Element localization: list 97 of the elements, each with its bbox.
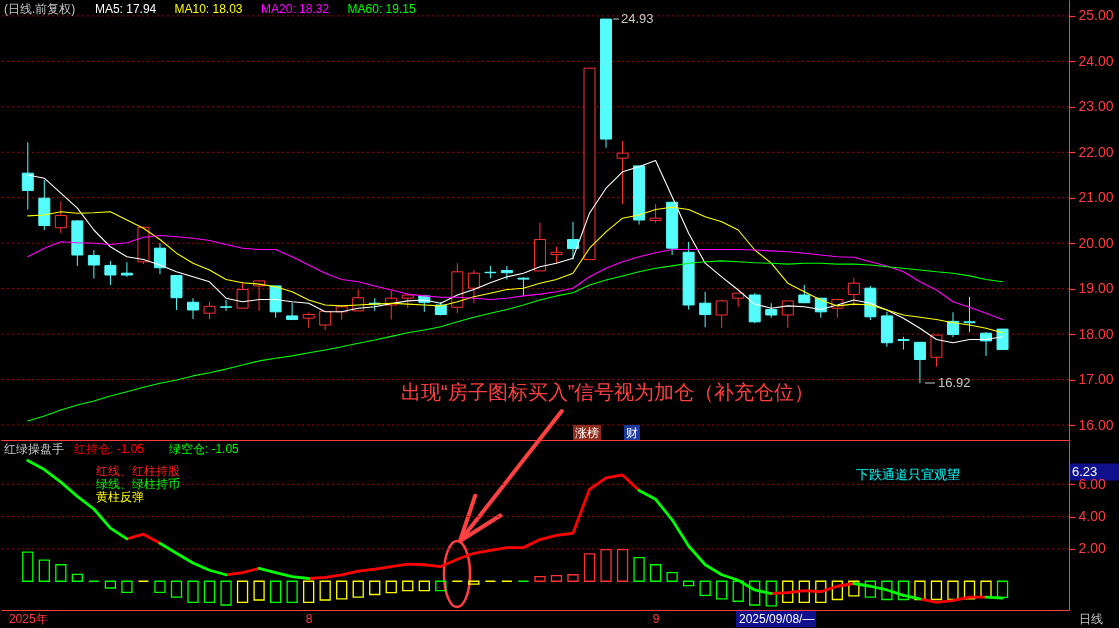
annotation: 涨榜 [575, 426, 599, 440]
line-series [27, 260, 1004, 422]
line-series [27, 234, 1004, 321]
candlestick [649, 203, 662, 224]
y-tick-label: 17.00 [1078, 371, 1114, 388]
bar [468, 580, 480, 585]
candlestick [566, 221, 579, 261]
y-tick-label: 16.00 [1078, 416, 1114, 433]
annotation: 16.92 [938, 375, 971, 390]
y-tick-label: 19.00 [1078, 280, 1114, 297]
annotation: 24.93 [621, 11, 654, 26]
y-tick-label: 23.00 [1078, 98, 1114, 115]
x-tick-label: 8 [305, 611, 313, 626]
bar [71, 573, 83, 582]
candlestick [616, 140, 629, 205]
bar [319, 580, 331, 601]
y-tick-label: 24.00 [1078, 52, 1114, 69]
bar [567, 574, 579, 582]
candlestick [963, 296, 976, 333]
bar [963, 580, 976, 600]
text: MA20: 18.32 [261, 2, 330, 16]
candlestick [847, 277, 860, 307]
text: 红持仓: -1.05 [74, 442, 145, 456]
bar [303, 580, 315, 604]
bar [22, 551, 34, 582]
annotation: 红线、红柱持股 [96, 464, 180, 478]
candlestick [170, 274, 183, 311]
candlestick [500, 265, 513, 281]
y-tick-label: 22.00 [1078, 143, 1114, 160]
candlestick [946, 311, 959, 338]
bar [121, 580, 133, 594]
bar [534, 575, 546, 582]
bar [38, 559, 50, 582]
y-tick-label: 18.00 [1078, 325, 1114, 342]
candlestick [104, 260, 117, 286]
y-tick-label: 20.00 [1078, 234, 1114, 251]
y-tick-label: 2.00 [1078, 540, 1106, 557]
bar [336, 580, 348, 600]
bar [550, 574, 563, 582]
x-tick-label: 2025年 [8, 611, 48, 626]
text: 日线 [1079, 612, 1103, 626]
candlestick [913, 341, 926, 384]
candlestick [236, 281, 249, 309]
chart-title: 红绿操盘手 [4, 442, 64, 456]
bar [616, 549, 629, 582]
bar [583, 553, 596, 582]
candlestick [21, 141, 34, 211]
candlestick [286, 302, 299, 321]
candlestick [467, 269, 480, 304]
y-tick-label: 25.00 [1078, 7, 1114, 24]
annotation: 黄柱反弹 [96, 490, 144, 504]
text: MA5: 17.94 [94, 2, 157, 16]
bar [55, 564, 67, 582]
text: MA10: 18.03 [174, 2, 243, 16]
bar [369, 580, 381, 596]
y-tick-label: 21.00 [1078, 189, 1114, 206]
bar [385, 580, 397, 594]
bar [418, 580, 430, 592]
candlestick [153, 242, 166, 275]
bar [600, 549, 612, 582]
bar [947, 580, 959, 601]
candlestick [54, 200, 67, 234]
bar [286, 580, 298, 604]
annotation: 绿线、绿柱持币 [96, 477, 180, 491]
bar [253, 580, 265, 601]
bar [170, 580, 183, 598]
chart-title: (日线.前复权) [4, 2, 76, 16]
bar [187, 580, 199, 604]
annotation: 财 [626, 426, 638, 440]
annotation: 出现“房子图标买入”信号视为加仓（补充仓位） [401, 381, 815, 403]
bar [154, 580, 166, 594]
candlestick [699, 291, 712, 328]
candlestick [120, 261, 133, 278]
candlestick [187, 297, 199, 320]
bar [269, 580, 282, 604]
bar [203, 580, 216, 604]
bar [980, 580, 992, 599]
text: 绿空仓: -1.05 [168, 442, 240, 456]
bar [236, 580, 249, 604]
text: MA60: 19.15 [347, 2, 416, 16]
annotation: 下跌通道只宜观望 [856, 467, 960, 482]
candlestick [715, 299, 728, 329]
x-tick-label: 9 [652, 611, 660, 626]
text: 2025/09/08/— [739, 612, 815, 626]
line-series [27, 206, 1004, 334]
candlestick [781, 300, 794, 329]
bar [220, 580, 232, 606]
bar [435, 580, 447, 592]
bar [930, 580, 943, 601]
candlestick [517, 276, 530, 297]
bar [352, 580, 364, 598]
candlestick [220, 299, 233, 312]
bar [402, 580, 414, 592]
candlestick [930, 334, 943, 368]
candlestick [87, 249, 100, 280]
bar [104, 580, 117, 589]
y-tick-label: 4.00 [1078, 508, 1106, 525]
